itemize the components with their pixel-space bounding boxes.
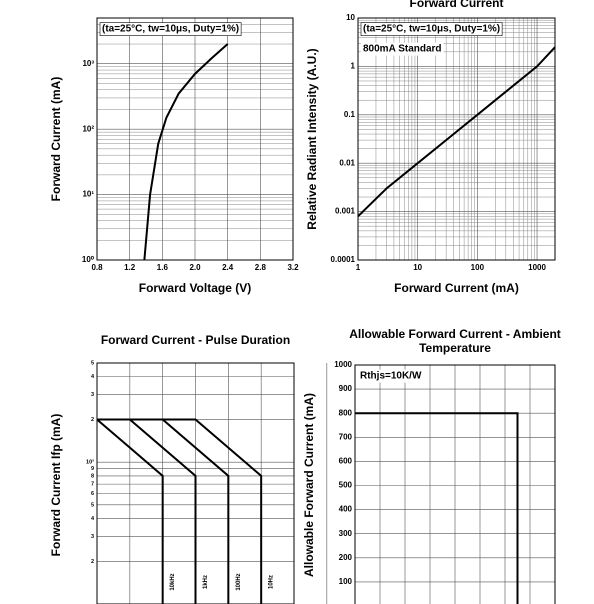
y-axis-label: Forward Current (mA) <box>49 77 63 202</box>
annotation-box <box>361 42 444 56</box>
y-tick-label: 700 <box>339 432 353 441</box>
y-tick-label: 0.001 <box>335 207 356 216</box>
y-tick-label: 10² <box>82 124 94 133</box>
y-tick-label: 0.1 <box>344 110 356 119</box>
y-tick-label: 900 <box>339 384 353 393</box>
x-tick-label: 1.2 <box>124 263 136 272</box>
y-tick-label: 600 <box>339 457 353 466</box>
y-tick-label: 0.0001 <box>331 255 356 264</box>
x-axis-label: Forward Current (mA) <box>394 281 519 295</box>
series-line <box>96 418 164 604</box>
annotation: (ta=25°C, tw=10μs, Duty=1%) <box>102 24 239 35</box>
x-tick-label: 100 <box>471 263 485 272</box>
series-line <box>97 418 263 604</box>
series-line <box>357 46 556 218</box>
series-line <box>97 418 197 604</box>
x-axis-label: Forward Voltage (V) <box>139 281 251 295</box>
x-tick-label: 0.8 <box>91 263 103 272</box>
y-tick-label: 300 <box>339 529 353 538</box>
y-tick-label: 10⁰ <box>82 255 95 264</box>
chart-title: Forward Current <box>409 0 503 10</box>
annotation: Rthjs=10K/W <box>360 371 422 382</box>
x-tick-label: 1.6 <box>157 263 169 272</box>
y-tick-label: 9 <box>91 466 94 472</box>
annotation-box <box>358 369 424 383</box>
y-tick-label: 500 <box>339 481 353 490</box>
plot-frame <box>357 17 556 261</box>
y-axis-label: Relative Radiant Intensity (A.U.) <box>305 48 319 229</box>
x-tick-label: 2.0 <box>189 263 201 272</box>
series-label: 10kHz <box>170 573 176 590</box>
y-tick-label: 100 <box>339 577 353 586</box>
plot-frame <box>354 364 556 604</box>
y-tick-label: 10³ <box>86 459 94 466</box>
y-tick-label: 0.01 <box>339 158 355 167</box>
y-tick-label: 200 <box>339 553 353 562</box>
y-tick-label: 4 <box>91 516 95 522</box>
y-tick-label: 800 <box>339 408 353 417</box>
y-tick-label: 10 <box>346 13 355 22</box>
x-tick-label: 2.8 <box>255 263 267 272</box>
series-label: 100Hz <box>236 573 242 590</box>
x-tick-label: 1000 <box>528 263 546 272</box>
chart-title: Allowable Forward Current - Ambient Temp… <box>349 327 561 355</box>
y-tick-label: 7 <box>91 482 94 488</box>
y-tick-label: 1 <box>351 62 356 71</box>
x-tick-label: 2.4 <box>222 263 234 272</box>
y-tick-label: 5 <box>91 360 94 366</box>
y-tick-label: 10¹ <box>82 190 94 199</box>
annotation-box <box>99 22 242 36</box>
series-line <box>143 43 229 261</box>
x-tick-label: 1 <box>356 263 361 272</box>
y-tick-label: 2 <box>91 417 94 423</box>
annotation-box <box>360 22 503 36</box>
y-tick-label: 4 <box>91 374 95 380</box>
y-tick-label: 6 <box>91 491 94 497</box>
y-axis-label: Allowable Forward Current (mA) <box>302 393 316 577</box>
series-label: 10Hz <box>269 575 275 589</box>
y-tick-label: 5 <box>91 502 94 508</box>
x-tick-label: 10 <box>413 263 422 272</box>
y-tick-label: 3 <box>91 392 94 398</box>
y-tick-label: 2 <box>91 559 94 565</box>
y-tick-label: 400 <box>339 505 353 514</box>
y-tick-label: 10³ <box>82 59 94 68</box>
annotation: (ta=25°C, tw=10μs, Duty=1%) <box>363 24 500 35</box>
y-tick-label: 1000 <box>334 360 352 369</box>
y-axis-label: Forward Current Ifp (mA) <box>49 414 63 557</box>
y-tick-label: 8 <box>91 473 94 479</box>
chart-title: Forward Current - Pulse Duration <box>101 333 290 347</box>
x-tick-label: 3.2 <box>287 263 299 272</box>
y-tick-label: 3 <box>91 534 94 540</box>
plot-frame <box>96 17 294 261</box>
series-label: 1kHz <box>203 575 209 589</box>
plot-frame <box>96 362 295 604</box>
annotation: 800mA Standard <box>363 44 442 55</box>
series-line <box>355 412 519 604</box>
